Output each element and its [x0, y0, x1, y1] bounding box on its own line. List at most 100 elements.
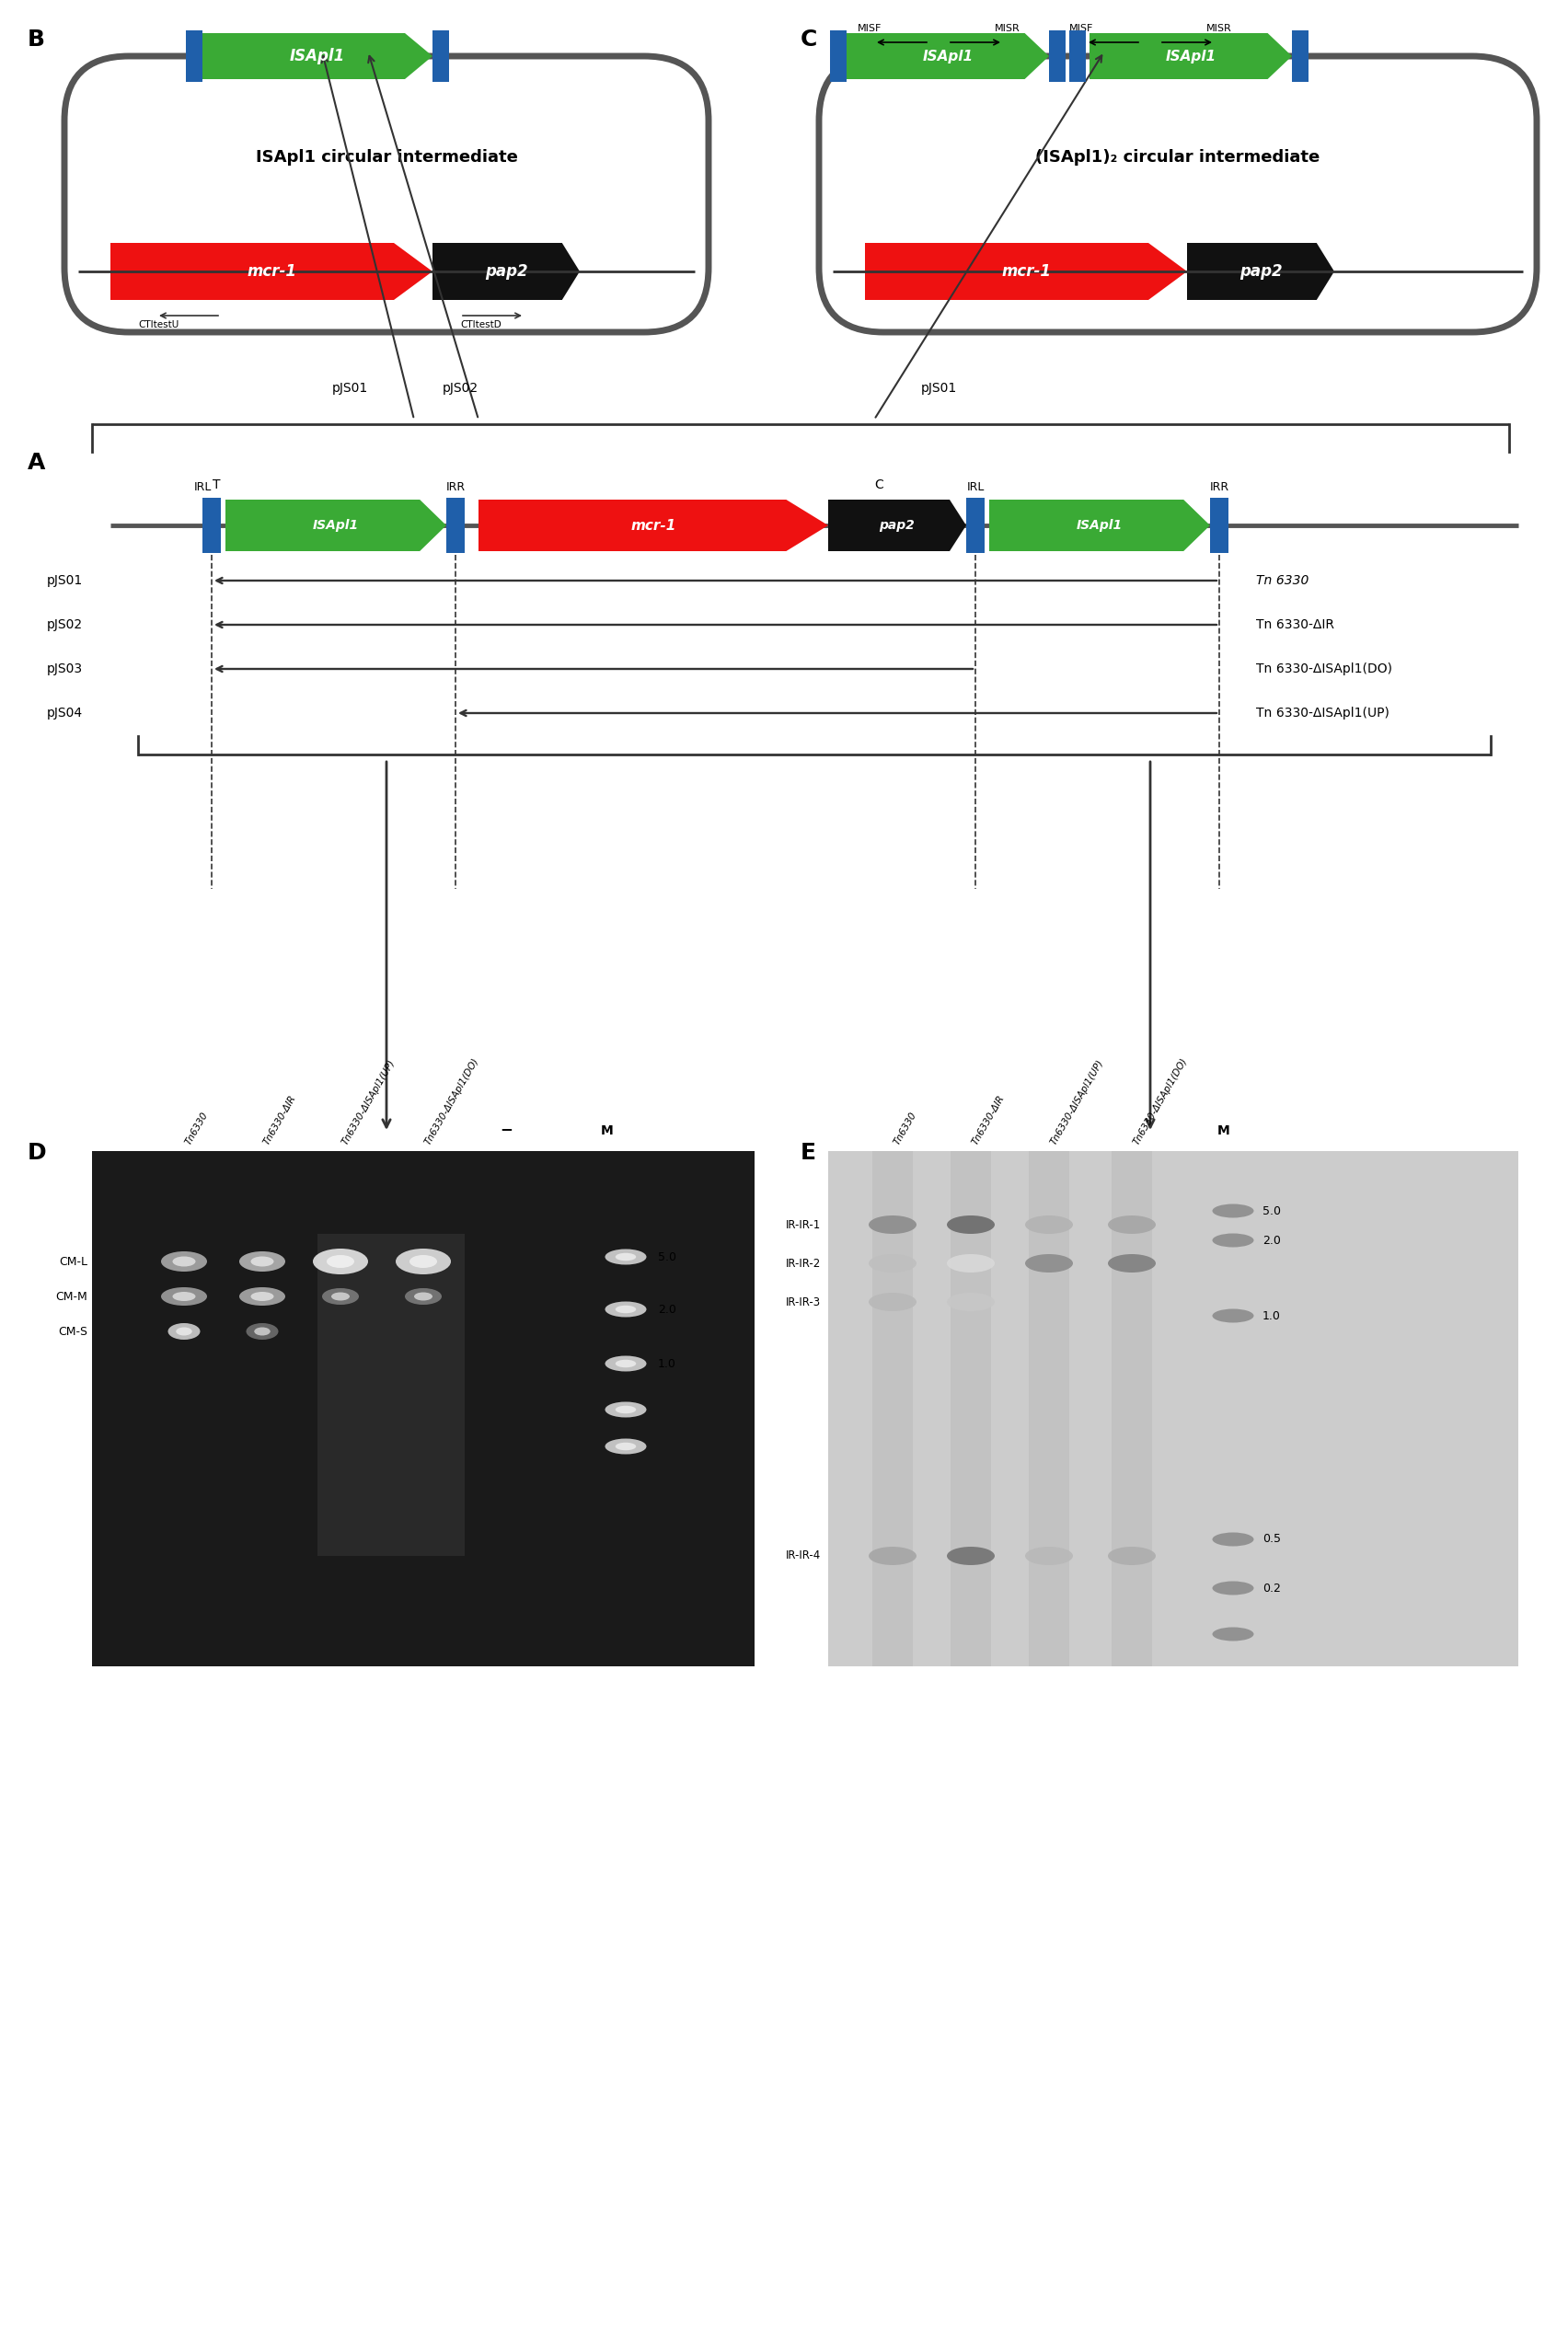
Ellipse shape: [168, 1323, 201, 1340]
Text: A: A: [28, 451, 45, 475]
Text: 2.0: 2.0: [1262, 1234, 1281, 1246]
Text: ISApl1: ISApl1: [1077, 519, 1123, 531]
Ellipse shape: [869, 1253, 917, 1272]
Text: CTItestD: CTItestD: [459, 320, 502, 330]
Text: MISR: MISR: [1206, 23, 1232, 33]
Text: Tn6330-ΔIR: Tn6330-ΔIR: [971, 1094, 1007, 1146]
Text: Tn6330: Tn6330: [892, 1111, 919, 1146]
Text: 0.2: 0.2: [1262, 1583, 1281, 1595]
Polygon shape: [433, 243, 580, 299]
Ellipse shape: [176, 1328, 193, 1335]
Bar: [187, 30, 202, 82]
Polygon shape: [828, 500, 966, 552]
Text: mcr-1: mcr-1: [630, 519, 676, 533]
Text: pJS04: pJS04: [47, 706, 83, 720]
Ellipse shape: [947, 1548, 994, 1564]
Text: Tn6330-ΔISApl1(DO): Tn6330-ΔISApl1(DO): [1132, 1057, 1189, 1146]
Text: MISF: MISF: [858, 23, 881, 33]
Text: ISApl1: ISApl1: [922, 49, 974, 63]
Ellipse shape: [615, 1253, 637, 1260]
Ellipse shape: [605, 1438, 646, 1454]
Text: C: C: [801, 28, 817, 51]
Text: 2.0: 2.0: [659, 1302, 676, 1316]
Text: mcr-1: mcr-1: [246, 264, 296, 281]
Text: IRL: IRL: [966, 482, 985, 493]
Text: 1.0: 1.0: [1262, 1309, 1281, 1321]
Ellipse shape: [414, 1293, 433, 1300]
Ellipse shape: [246, 1323, 279, 1340]
Ellipse shape: [605, 1248, 646, 1265]
Polygon shape: [866, 243, 1187, 299]
Polygon shape: [226, 500, 447, 552]
Polygon shape: [202, 33, 433, 79]
Text: Tn 6330-ΔISApl1(DO): Tn 6330-ΔISApl1(DO): [1256, 662, 1392, 676]
Polygon shape: [110, 243, 433, 299]
Text: ISApl1 circular intermediate: ISApl1 circular intermediate: [256, 150, 517, 166]
Ellipse shape: [321, 1288, 359, 1305]
Text: 5.0: 5.0: [1262, 1204, 1281, 1216]
Ellipse shape: [240, 1251, 285, 1272]
Ellipse shape: [1109, 1216, 1156, 1234]
Ellipse shape: [605, 1356, 646, 1372]
Ellipse shape: [1109, 1548, 1156, 1564]
Ellipse shape: [162, 1251, 207, 1272]
Text: mcr-1: mcr-1: [1000, 264, 1051, 281]
Bar: [1069, 30, 1085, 82]
Text: IR-IR-2: IR-IR-2: [786, 1258, 820, 1270]
Ellipse shape: [869, 1548, 917, 1564]
Text: pJS02: pJS02: [442, 381, 478, 395]
Text: pJS01: pJS01: [47, 575, 83, 587]
Ellipse shape: [1212, 1309, 1254, 1323]
Ellipse shape: [314, 1248, 368, 1274]
Ellipse shape: [947, 1216, 994, 1234]
Ellipse shape: [395, 1248, 452, 1274]
Text: B: B: [28, 28, 45, 51]
Text: CTItestU: CTItestU: [138, 320, 179, 330]
Text: Tn6330-ΔISApl1(DO): Tn6330-ΔISApl1(DO): [423, 1057, 481, 1146]
Ellipse shape: [162, 1288, 207, 1305]
Ellipse shape: [605, 1403, 646, 1417]
Ellipse shape: [1212, 1234, 1254, 1246]
Text: Tn 6330-ΔISApl1(UP): Tn 6330-ΔISApl1(UP): [1256, 706, 1389, 720]
Ellipse shape: [1212, 1531, 1254, 1545]
Text: M: M: [1217, 1125, 1231, 1136]
Text: 1.0: 1.0: [659, 1358, 676, 1370]
Bar: [828, 1150, 1518, 1667]
Polygon shape: [989, 500, 1210, 552]
Ellipse shape: [240, 1288, 285, 1305]
Text: E: E: [801, 1141, 817, 1164]
Text: pap2: pap2: [1239, 264, 1283, 281]
Polygon shape: [1187, 243, 1334, 299]
Text: Tn6330: Tn6330: [183, 1111, 210, 1146]
Polygon shape: [478, 500, 828, 552]
Text: pJS02: pJS02: [47, 617, 83, 631]
Text: ISApl1: ISApl1: [1165, 49, 1217, 63]
Text: Tn6330-ΔISApl1(UP): Tn6330-ΔISApl1(UP): [340, 1059, 397, 1146]
Polygon shape: [847, 33, 1049, 79]
Text: Tn 6330-ΔIR: Tn 6330-ΔIR: [1256, 617, 1334, 631]
Ellipse shape: [254, 1328, 270, 1335]
Text: (ISApl1)₂ circular intermediate: (ISApl1)₂ circular intermediate: [1035, 150, 1320, 166]
Ellipse shape: [1025, 1548, 1073, 1564]
Bar: [1210, 498, 1228, 554]
Bar: [1029, 1150, 1069, 1667]
Ellipse shape: [1025, 1253, 1073, 1272]
Ellipse shape: [1025, 1216, 1073, 1234]
Ellipse shape: [1212, 1204, 1254, 1218]
Text: CM-S: CM-S: [58, 1326, 88, 1337]
Text: ISApl1: ISApl1: [290, 47, 345, 65]
Ellipse shape: [615, 1405, 637, 1414]
Text: D: D: [28, 1141, 47, 1164]
Ellipse shape: [326, 1256, 354, 1267]
Bar: [1292, 30, 1309, 82]
Bar: [829, 30, 847, 82]
Text: pap2: pap2: [880, 519, 916, 531]
Text: IRL: IRL: [193, 482, 212, 493]
Text: pJS03: pJS03: [47, 662, 83, 676]
Bar: [966, 498, 985, 554]
Ellipse shape: [409, 1256, 437, 1267]
Ellipse shape: [869, 1293, 917, 1312]
Text: Tn6330-ΔIR: Tn6330-ΔIR: [262, 1094, 298, 1146]
Ellipse shape: [947, 1253, 994, 1272]
Ellipse shape: [605, 1302, 646, 1316]
